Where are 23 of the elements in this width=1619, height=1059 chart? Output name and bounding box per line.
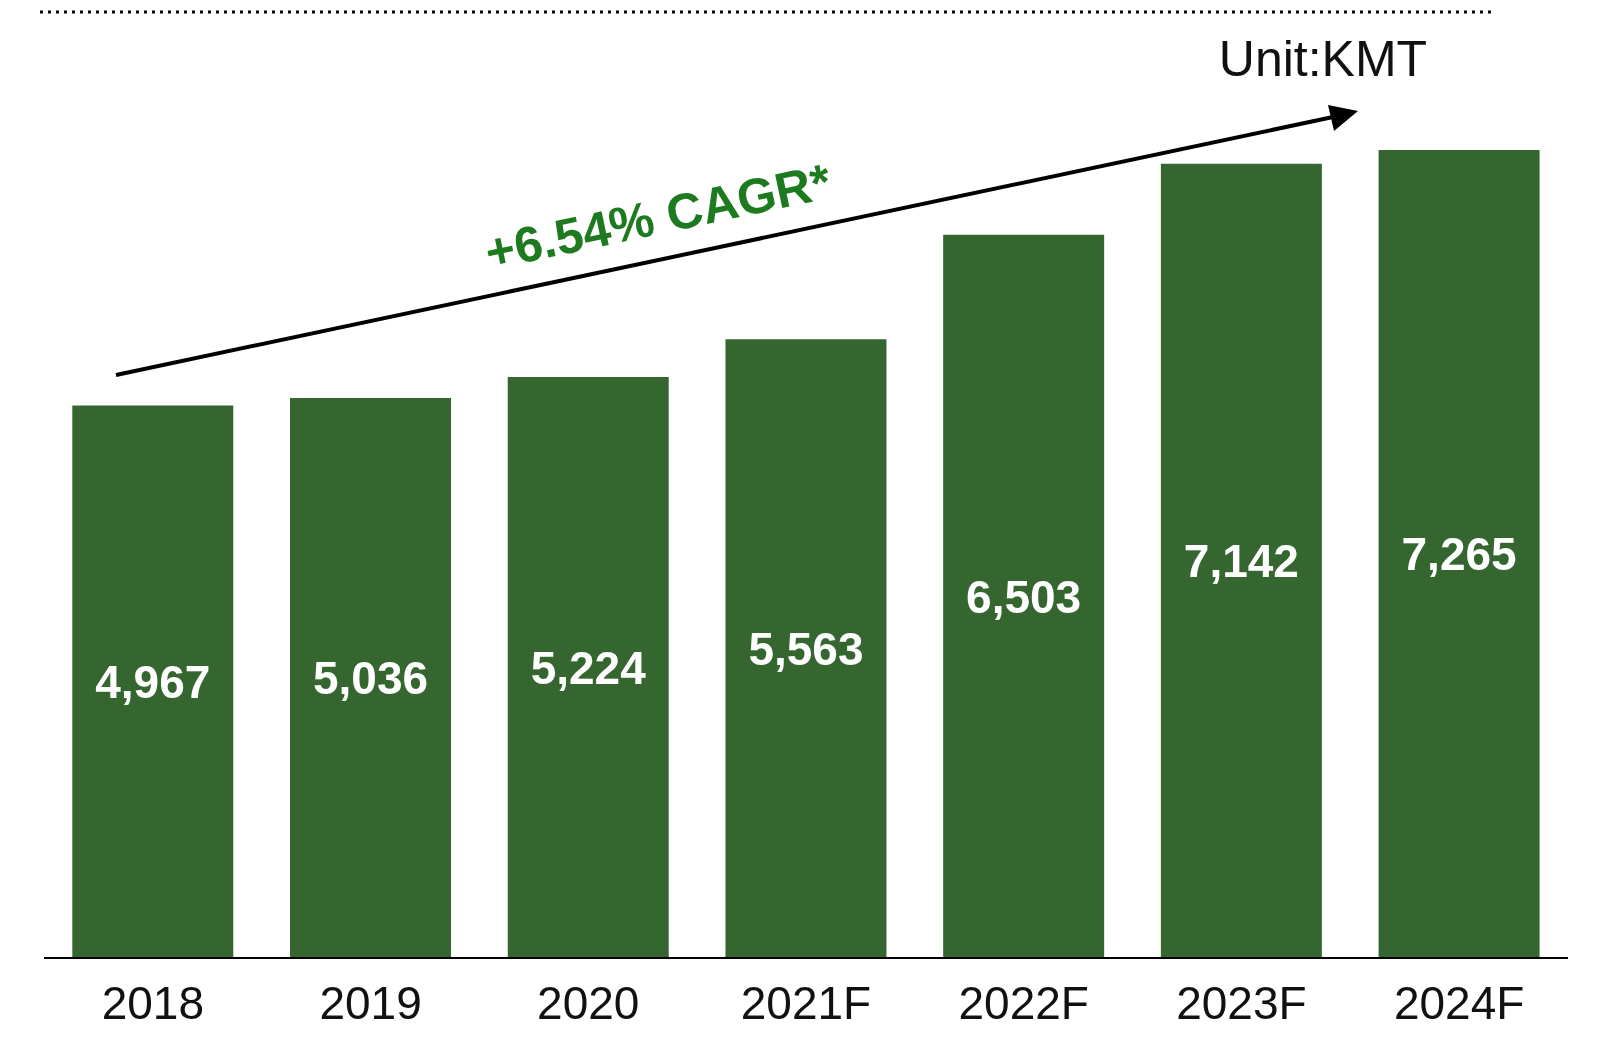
x-tick-label: 2018 [101,976,205,1029]
bar [725,339,887,958]
x-tick-label: 2019 [319,976,422,1029]
x-tick-label: 2023F [1176,976,1307,1029]
bar [290,397,452,958]
bar [1160,163,1322,958]
bar [943,234,1105,958]
data-label: 5,036 [312,652,429,705]
bar [507,377,669,958]
data-label: 5,224 [530,641,647,694]
data-label: 5,563 [748,622,864,675]
text: Unit:KMT [1217,30,1429,88]
x-tick-label: 2021F [740,976,872,1029]
x-tick-label: 2022F [958,976,1089,1029]
data-label: 6,503 [966,570,1082,623]
bar [1378,150,1540,958]
x-tick-label: 2024F [1393,976,1525,1029]
annotation: +6.54% CAGR* [479,152,837,283]
x-tick-label: 2020 [537,976,640,1029]
data-label: 4,967 [95,656,211,709]
bar [72,405,234,958]
data-label: 7,265 [1401,528,1517,581]
data-label: 7,142 [1183,535,1299,588]
